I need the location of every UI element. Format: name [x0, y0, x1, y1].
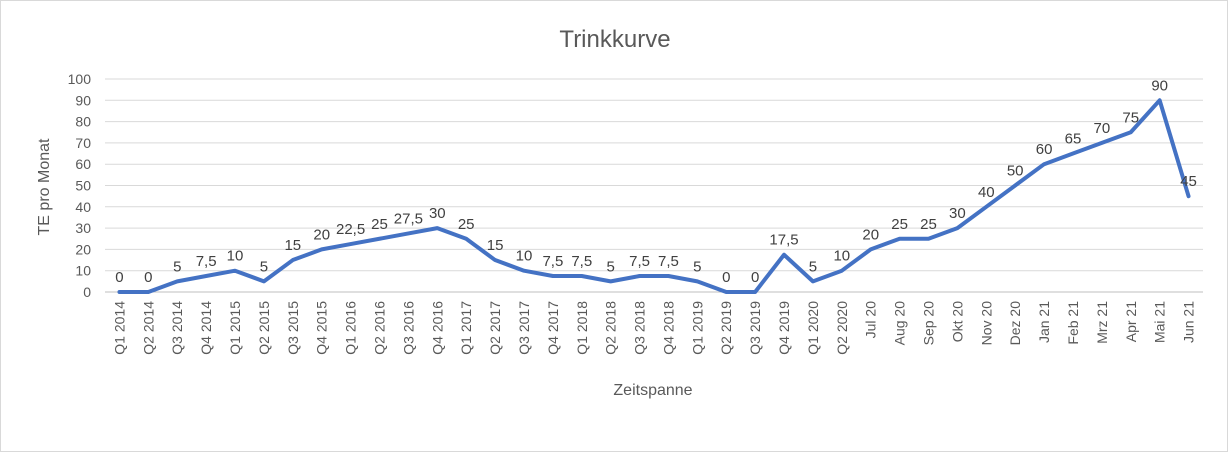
- data-label: 0: [751, 269, 759, 286]
- y-tick-label: 60: [75, 156, 91, 172]
- data-label: 15: [487, 237, 504, 254]
- x-axis-title: Zeitspanne: [613, 382, 692, 399]
- data-label: 10: [516, 248, 533, 265]
- y-tick-label: 20: [75, 241, 91, 257]
- y-tick-label: 100: [68, 71, 92, 87]
- data-label: 0: [144, 269, 152, 286]
- x-tick-label: Feb 21: [1065, 301, 1081, 345]
- y-tick-label: 40: [75, 199, 91, 215]
- y-tick-label: 90: [75, 92, 91, 108]
- x-tick-label: Q4 2016: [429, 301, 445, 355]
- x-tick-label: Apr 21: [1123, 301, 1139, 342]
- data-label: 17,5: [769, 232, 798, 249]
- x-tick-label: Jun 21: [1181, 301, 1197, 343]
- data-label: 7,5: [196, 253, 217, 270]
- x-tick-label: Q1 2019: [689, 301, 705, 355]
- x-tick-label: Nov 20: [978, 301, 994, 346]
- data-label: 20: [313, 226, 330, 243]
- x-tick-label: Dez 20: [1007, 301, 1023, 346]
- x-tick-label: Q4 2018: [660, 301, 676, 355]
- data-label: 40: [978, 184, 995, 201]
- data-label: 20: [862, 226, 879, 243]
- data-label: 5: [606, 258, 614, 275]
- data-label: 0: [722, 269, 730, 286]
- data-label: 0: [115, 269, 123, 286]
- x-tick-label: Mrz 21: [1094, 301, 1110, 344]
- x-tick-label: Q1 2015: [227, 301, 243, 355]
- x-tick-label: Q2 2017: [487, 301, 503, 355]
- y-tick-label: 30: [75, 220, 91, 236]
- x-tick-label: Q3 2015: [285, 301, 301, 355]
- data-label: 5: [809, 258, 817, 275]
- data-label: 5: [693, 258, 701, 275]
- x-tick-label: Q2 2019: [718, 301, 734, 355]
- x-tick-label: Q4 2014: [198, 301, 214, 355]
- y-tick-label: 0: [83, 284, 91, 300]
- x-tick-label: Q2 2020: [834, 301, 850, 355]
- x-tick-label: Jan 21: [1036, 301, 1052, 343]
- y-tick-label: 70: [75, 135, 91, 151]
- y-tick-label: 50: [75, 178, 91, 194]
- data-label: 27,5: [394, 210, 423, 227]
- series-line-group: [117, 98, 1191, 294]
- data-label: 15: [284, 237, 301, 254]
- x-tick-label: Okt 20: [949, 301, 965, 342]
- data-label: 22,5: [336, 221, 365, 238]
- y-tick-label: 10: [75, 263, 91, 279]
- data-label: 45: [1180, 173, 1197, 190]
- x-tick-label: Q2 2018: [603, 301, 619, 355]
- x-tick-label: Q1 2016: [343, 301, 359, 355]
- data-label: 5: [260, 258, 268, 275]
- x-tick-label: Q3 2018: [632, 301, 648, 355]
- data-label: 5: [173, 258, 181, 275]
- series-line: [117, 98, 1191, 294]
- x-tick-label: Q4 2015: [314, 301, 330, 355]
- data-label: 10: [227, 248, 244, 265]
- x-tick-label: Q4 2019: [776, 301, 792, 355]
- data-label: 30: [949, 205, 966, 222]
- data-label: 7,5: [629, 253, 650, 270]
- data-labels: 0 0 5 7,5 10 5 15 20 22,5 25 27,5 30 25 15 10 7,5 7,5 5 7,…: [115, 77, 1197, 293]
- data-label: 75: [1122, 109, 1139, 126]
- data-label: 90: [1151, 77, 1168, 94]
- y-axis-title: TE pro Monat: [36, 138, 53, 235]
- gridlines: [105, 78, 1203, 293]
- x-tick-label: Q2 2015: [256, 301, 272, 355]
- x-tick-label: Q3 2014: [169, 301, 185, 355]
- data-label: 65: [1065, 131, 1082, 148]
- y-axis-ticks: 0 10 20 30 40 50 60 70 80 90 100: [68, 71, 92, 300]
- x-tick-label: Q1 2017: [458, 301, 474, 355]
- x-tick-label: Q3 2017: [516, 301, 532, 355]
- data-label: 25: [891, 216, 908, 233]
- x-tick-label: Q3 2016: [400, 301, 416, 355]
- data-label: 25: [371, 216, 388, 233]
- data-label: 10: [833, 248, 850, 265]
- x-tick-label: Mai 21: [1152, 301, 1168, 343]
- x-tick-label: Q1 2020: [805, 301, 821, 355]
- x-tick-label: Q4 2017: [545, 301, 561, 355]
- chart-title: Trinkkurve: [559, 26, 670, 53]
- data-label: 60: [1036, 141, 1053, 158]
- data-label: 70: [1094, 120, 1111, 137]
- x-tick-label: Q1 2018: [574, 301, 590, 355]
- x-tick-label: Aug 20: [892, 301, 908, 346]
- data-label: 25: [458, 216, 475, 233]
- data-label: 7,5: [542, 253, 563, 270]
- x-tick-label: Q2 2014: [140, 301, 156, 355]
- x-tick-label: Q3 2019: [747, 301, 763, 355]
- x-tick-label: Sep 20: [921, 301, 937, 346]
- x-tick-label: Q2 2016: [372, 301, 388, 355]
- x-axis-ticks: Q1 2014 Q2 2014 Q3 2014 Q4 2014 Q1 2015 Q2 20…: [111, 301, 1196, 355]
- data-label: 25: [920, 216, 937, 233]
- y-tick-label: 80: [75, 114, 91, 130]
- data-label: 50: [1007, 163, 1024, 180]
- data-label: 30: [429, 205, 446, 222]
- data-label: 7,5: [571, 253, 592, 270]
- x-tick-label: Jul 20: [863, 301, 879, 339]
- x-tick-label: Q1 2014: [111, 301, 127, 355]
- data-label: 7,5: [658, 253, 679, 270]
